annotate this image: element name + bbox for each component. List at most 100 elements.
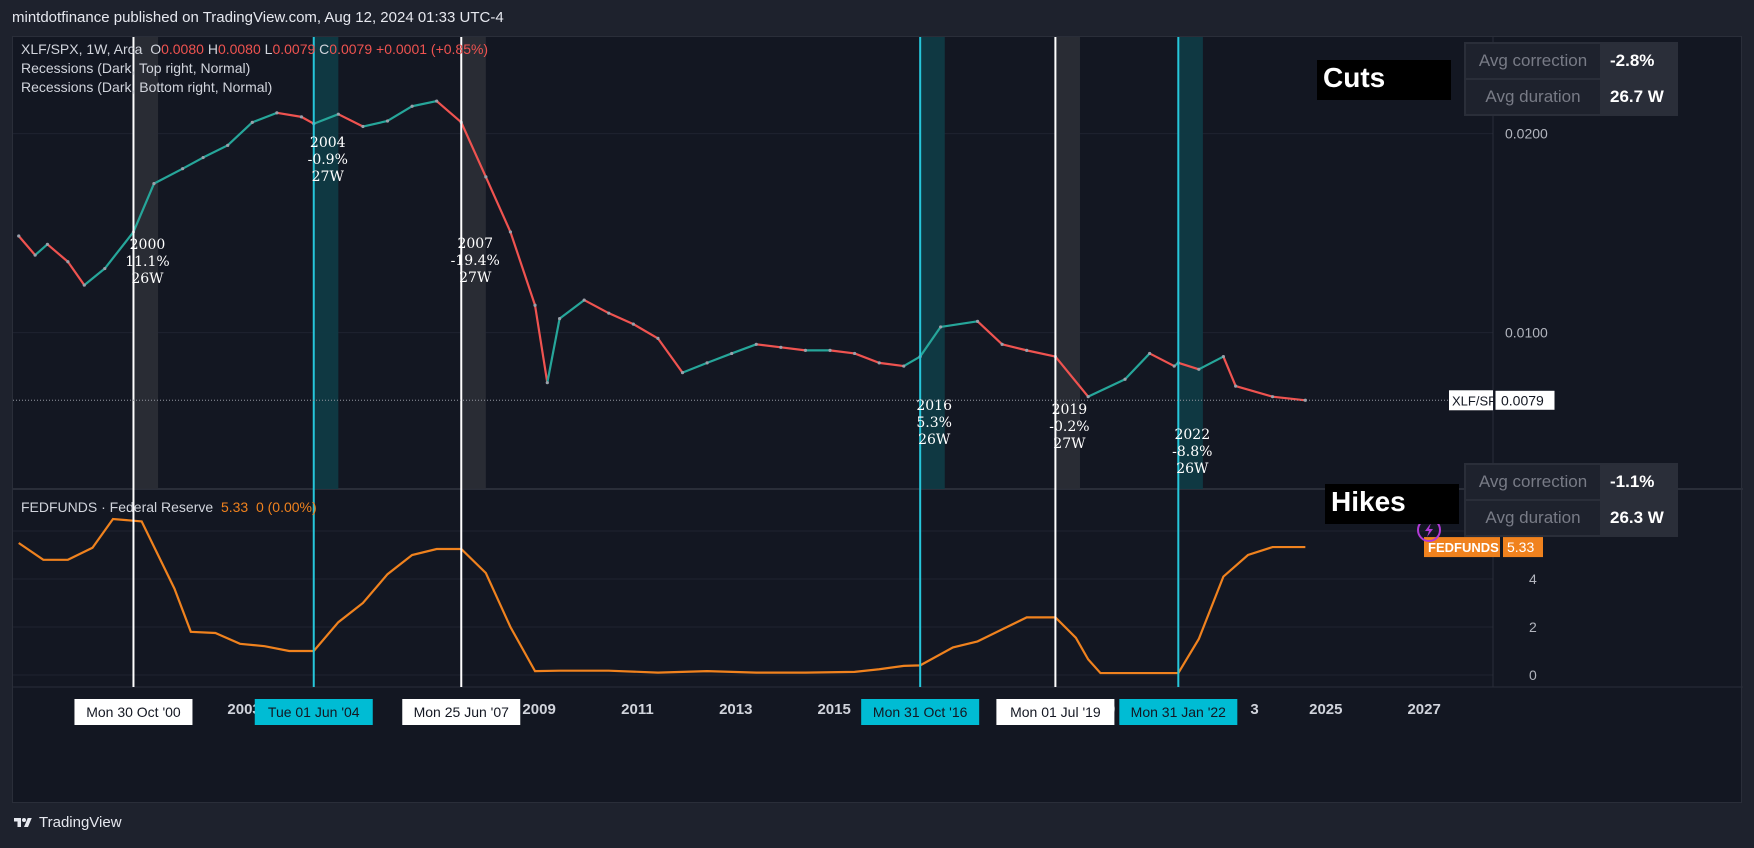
price-segment bbox=[251, 111, 278, 124]
price-segment bbox=[657, 337, 684, 374]
price-point bbox=[877, 361, 881, 365]
event-pct-label: -0.2% bbox=[1049, 419, 1089, 435]
chart-svg[interactable]: 200011.1%26W2004-0.9%27W2007-19.4%27W201… bbox=[13, 37, 1743, 804]
price-point bbox=[705, 361, 709, 365]
price-segment bbox=[558, 299, 585, 320]
price-segment bbox=[533, 305, 549, 383]
price-segment bbox=[854, 352, 880, 364]
price-point bbox=[656, 336, 660, 341]
event-duration-label: 26W bbox=[918, 432, 951, 448]
cuts-row-correction: Avg correction -2.8% bbox=[1466, 44, 1676, 78]
price-point bbox=[275, 111, 279, 115]
price-point bbox=[484, 175, 488, 179]
price-point bbox=[1086, 395, 1090, 399]
price-segment bbox=[1222, 356, 1237, 387]
time-axis-label: 2011 bbox=[621, 701, 654, 718]
price-segment bbox=[1198, 355, 1224, 371]
price-point bbox=[33, 253, 37, 257]
hikes-stats-table: Avg correction -1.1% Avg duration 26.3 W bbox=[1464, 463, 1678, 537]
legend-high-label: H bbox=[207, 41, 218, 57]
price-segment bbox=[583, 299, 610, 315]
price-segment bbox=[362, 119, 388, 128]
price-point bbox=[45, 242, 50, 246]
event-window-2016 bbox=[920, 37, 945, 489]
price-point bbox=[1234, 384, 1238, 388]
price-segment bbox=[17, 235, 36, 256]
price-segment bbox=[103, 231, 135, 270]
price-tag-value: 0.0079 bbox=[1501, 392, 1544, 408]
event-year-label: 2016 bbox=[916, 398, 952, 414]
event-date-box-2004 bbox=[254, 699, 373, 725]
price-segment bbox=[313, 113, 339, 125]
footer-brand[interactable]: TradingView bbox=[12, 814, 122, 831]
legend-exchange: Arca bbox=[113, 41, 143, 57]
price-segment bbox=[386, 105, 413, 122]
time-axis-label: 2015 bbox=[817, 701, 850, 718]
legend-high: 0.0080 bbox=[217, 41, 261, 57]
event-window-2022 bbox=[1178, 37, 1203, 489]
price-point bbox=[853, 351, 857, 356]
price-point bbox=[17, 234, 21, 238]
price-segment bbox=[153, 167, 184, 185]
hikes-correction-value: -1.1% bbox=[1602, 465, 1676, 499]
price-segment bbox=[411, 99, 437, 108]
footer-brand-label: TradingView bbox=[39, 814, 122, 831]
event-pct-label: -0.9% bbox=[308, 152, 348, 168]
cuts-correction-value: -2.8% bbox=[1602, 44, 1676, 78]
price-point bbox=[152, 182, 156, 186]
fed-tag-value-bg bbox=[1503, 537, 1543, 558]
price-point bbox=[66, 260, 70, 264]
price-segment bbox=[940, 320, 978, 329]
price-segment bbox=[829, 349, 855, 355]
indicator-legend-2[interactable]: Recessions (Dark, Bottom right, Normal) bbox=[21, 79, 273, 95]
price-point bbox=[226, 143, 230, 147]
event-date-label: Tue 01 Jun '04 bbox=[268, 704, 360, 720]
cuts-title: Cuts bbox=[1317, 60, 1451, 100]
event-window-2007 bbox=[461, 37, 486, 489]
price-point bbox=[754, 342, 758, 346]
price-legend[interactable]: XLF/SPX, 1W, Arca O0.0080 H0.0080 L0.007… bbox=[21, 41, 489, 57]
indicator-legend-1[interactable]: Recessions (Dark, Top right, Normal) bbox=[21, 60, 251, 76]
chart-frame[interactable]: 2000 11.1% 26W 2004 -0.9% 27W 2007 -19.4% 27W 201… bbox=[12, 36, 1743, 804]
event-date-box-2007 bbox=[402, 699, 521, 725]
event-date-box-2019 bbox=[996, 699, 1115, 725]
price-tag-symbol: XLF/SPX bbox=[1452, 393, 1506, 408]
legend-interval: 1W bbox=[86, 41, 107, 57]
price-point bbox=[336, 112, 340, 116]
fed-axis-label: 4 bbox=[1529, 571, 1537, 587]
price-segment bbox=[132, 183, 155, 233]
price-segment bbox=[83, 267, 106, 286]
price-segment bbox=[1272, 395, 1306, 402]
price-segment bbox=[509, 231, 537, 306]
fedfunds-legend[interactable]: FEDFUNDS · Federal Reserve 5.33 0 (0.00%… bbox=[21, 499, 317, 515]
price-point bbox=[1221, 354, 1225, 359]
event-pct-label: -19.4% bbox=[451, 253, 500, 269]
price-segment bbox=[484, 176, 512, 233]
tradingview-logo-icon bbox=[14, 817, 32, 827]
price-point bbox=[1270, 395, 1275, 399]
price-point bbox=[1148, 351, 1152, 356]
event-year-label: 2007 bbox=[457, 236, 493, 252]
fedfunds-title: FEDFUNDS · Federal Reserve bbox=[21, 499, 214, 515]
time-axis-label: 2027 bbox=[1407, 701, 1440, 718]
price-axis-label: 0.0100 bbox=[1505, 325, 1548, 341]
time-axis-label: 2025 bbox=[1309, 701, 1342, 718]
event-year-label: 2022 bbox=[1174, 427, 1210, 443]
price-point bbox=[828, 348, 832, 352]
price-segment bbox=[300, 115, 315, 125]
price-point bbox=[299, 115, 304, 119]
price-segment bbox=[1087, 378, 1126, 398]
fed-tag-symbol-bg bbox=[1424, 537, 1500, 558]
event-window-2000 bbox=[133, 37, 159, 489]
price-segment bbox=[202, 144, 229, 159]
hikes-title: Hikes bbox=[1325, 484, 1459, 524]
price-segment bbox=[632, 323, 659, 340]
price-segment bbox=[1124, 352, 1151, 381]
lightning-bolt-icon bbox=[1425, 523, 1433, 537]
cuts-row-duration: Avg duration 26.7 W bbox=[1466, 80, 1676, 114]
price-point bbox=[975, 319, 980, 323]
price-segment bbox=[1001, 343, 1027, 352]
event-duration-label: 26W bbox=[131, 271, 164, 287]
price-segment bbox=[1054, 355, 1090, 398]
price-segment bbox=[756, 343, 781, 349]
